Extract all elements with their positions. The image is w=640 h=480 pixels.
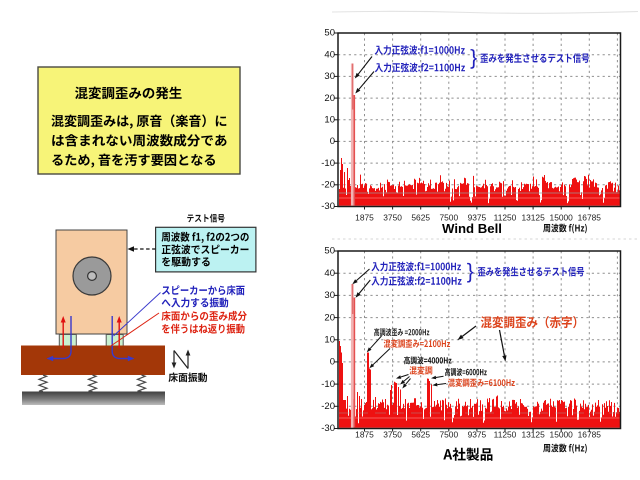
svg-text:20: 20 xyxy=(324,93,335,104)
svg-text:-20: -20 xyxy=(321,401,335,412)
svg-text:50: 50 xyxy=(324,28,335,39)
svg-text:15000: 15000 xyxy=(550,212,574,222)
svg-text:9375: 9375 xyxy=(468,429,487,439)
svg-text:1875: 1875 xyxy=(355,212,374,222)
svg-text:-10: -10 xyxy=(321,379,335,390)
svg-text:10: 10 xyxy=(324,115,335,126)
svg-text:40: 40 xyxy=(324,49,335,60)
svg-text:50: 50 xyxy=(324,246,335,257)
svg-text:30: 30 xyxy=(324,290,335,301)
svg-text:16785: 16785 xyxy=(578,212,602,222)
svg-text:30: 30 xyxy=(324,71,335,82)
svg-text:15000: 15000 xyxy=(550,429,574,439)
svg-text:40: 40 xyxy=(324,268,335,279)
svg-text:Wind Bell: Wind Bell xyxy=(442,221,502,236)
svg-text:10: 10 xyxy=(324,334,335,345)
svg-text:0: 0 xyxy=(330,357,335,368)
svg-text:-30: -30 xyxy=(321,201,335,212)
svg-text:20: 20 xyxy=(324,312,335,323)
svg-text:16785: 16785 xyxy=(578,429,602,439)
svg-text:5625: 5625 xyxy=(411,429,430,439)
svg-text:5625: 5625 xyxy=(411,212,430,222)
svg-text:0: 0 xyxy=(330,136,335,147)
svg-text:7500: 7500 xyxy=(439,429,458,439)
svg-text:3750: 3750 xyxy=(383,429,402,439)
svg-text:11250: 11250 xyxy=(494,212,517,222)
svg-text:-30: -30 xyxy=(321,423,335,434)
svg-text:3750: 3750 xyxy=(383,212,402,222)
svg-text:7500: 7500 xyxy=(439,212,458,222)
svg-text:-20: -20 xyxy=(321,180,335,191)
svg-text:11250: 11250 xyxy=(494,429,517,439)
svg-text:9375: 9375 xyxy=(468,212,487,222)
svg-text:13125: 13125 xyxy=(521,212,545,222)
svg-text:1875: 1875 xyxy=(355,429,374,439)
svg-text:-10: -10 xyxy=(321,158,335,169)
svg-text:13125: 13125 xyxy=(521,429,545,439)
